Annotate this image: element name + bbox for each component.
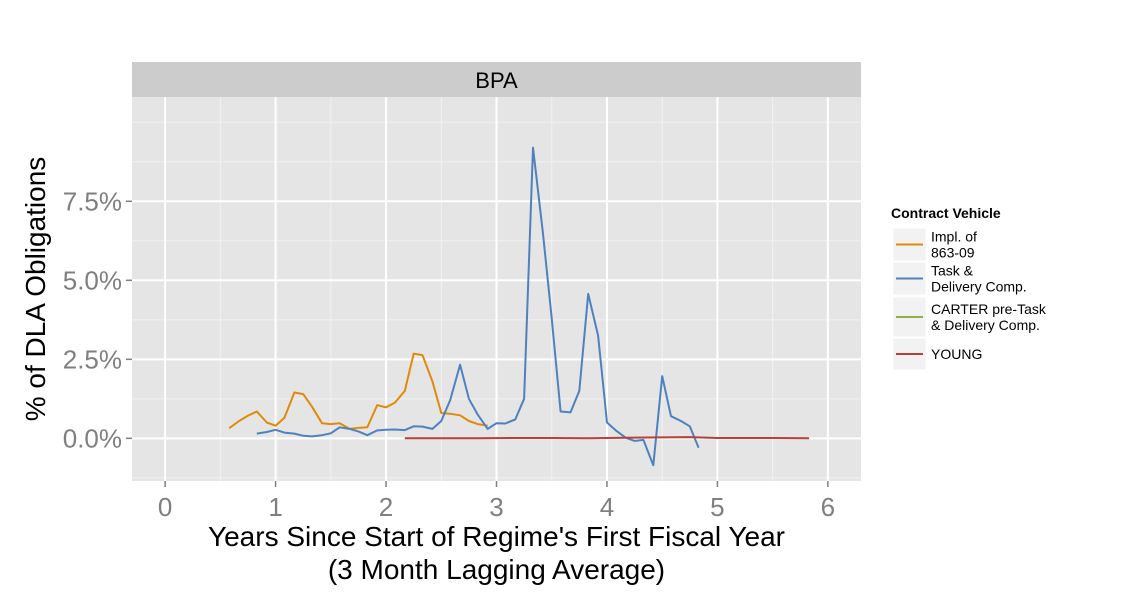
x-tick-label: 6 [821, 492, 835, 522]
x-axis: 0 1 2 3 4 5 6 [158, 481, 835, 522]
x-tick-label: 4 [600, 492, 614, 522]
facet-strip-background [132, 62, 861, 97]
x-tick-label: 5 [710, 492, 724, 522]
legend-label: Task & [931, 263, 974, 279]
legend-label: Impl. of [931, 229, 977, 245]
facet-strip: BPA [132, 62, 861, 97]
legend-title: Contract Vehicle [891, 205, 1001, 221]
legend-label: 863-09 [931, 245, 975, 261]
y-tick-label: 2.5% [63, 344, 122, 374]
y-tick-label: 7.5% [63, 186, 122, 216]
series-lines [228, 146, 810, 467]
x-axis-title-line-1: Years Since Start of Regime's First Fisc… [208, 521, 785, 552]
x-tick-label: 2 [379, 492, 393, 522]
x-tick-label: 0 [158, 492, 172, 522]
facet-strip-label: BPA [475, 68, 518, 93]
series-line-3 [404, 436, 810, 440]
y-axis: 0.0% 2.5% 5.0% 7.5% [63, 186, 132, 453]
legend-label: YOUNG [931, 346, 982, 362]
y-axis-title: % of DLA Obligations [20, 157, 51, 422]
y-tick-label: 0.0% [63, 423, 122, 453]
legend-label: Delivery Comp. [931, 279, 1027, 295]
x-axis-title-line-2: (3 Month Lagging Average) [328, 554, 665, 585]
legend-label: & Delivery Comp. [931, 317, 1040, 333]
legend-label: CARTER pre-Task [931, 301, 1047, 317]
y-tick-label: 5.0% [63, 265, 122, 295]
x-tick-label: 1 [268, 492, 282, 522]
x-tick-label: 3 [489, 492, 503, 522]
